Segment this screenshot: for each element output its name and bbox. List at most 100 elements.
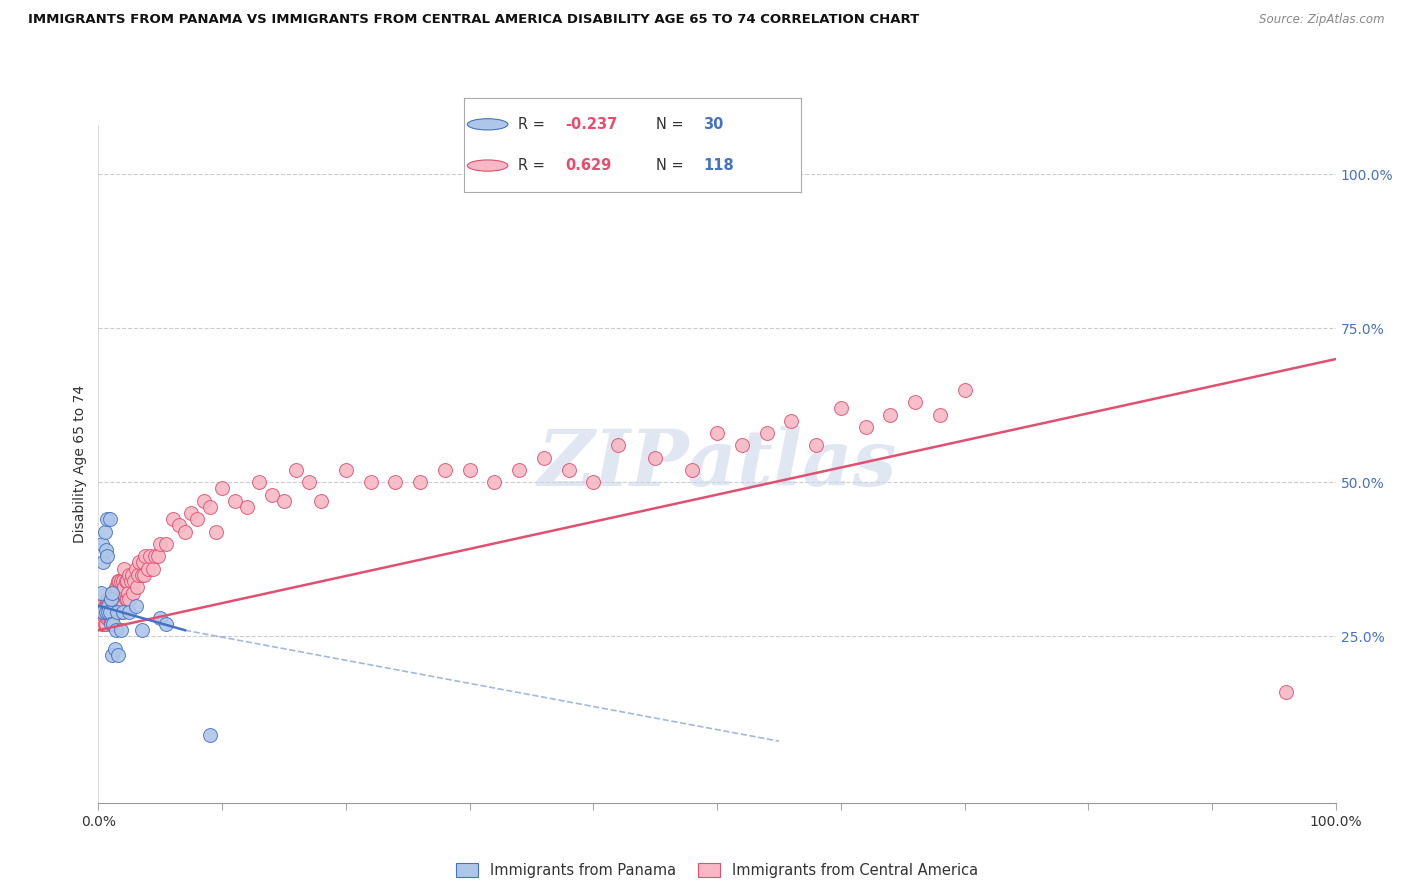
Text: 118: 118 xyxy=(703,158,734,173)
Point xyxy=(149,611,172,625)
Point xyxy=(143,549,166,564)
Point xyxy=(112,561,135,575)
Point xyxy=(103,592,125,607)
Legend: Immigrants from Panama, Immigrants from Central America: Immigrants from Panama, Immigrants from … xyxy=(450,857,984,884)
Point xyxy=(236,500,259,514)
Point xyxy=(104,605,127,619)
Point xyxy=(309,493,332,508)
Point xyxy=(124,574,146,588)
Point xyxy=(706,425,728,440)
Point xyxy=(127,567,149,582)
Point xyxy=(107,592,129,607)
Point xyxy=(122,586,145,600)
Point xyxy=(110,574,132,588)
Point xyxy=(360,475,382,490)
Point xyxy=(198,728,221,742)
Point xyxy=(90,605,112,619)
Point xyxy=(97,599,120,613)
Point xyxy=(93,599,115,613)
Text: R =: R = xyxy=(517,117,550,132)
Point xyxy=(285,463,308,477)
Point xyxy=(134,567,156,582)
Point xyxy=(211,482,233,496)
Point xyxy=(93,617,115,632)
Point xyxy=(97,611,120,625)
Point xyxy=(93,556,115,570)
Point xyxy=(115,592,138,607)
Point xyxy=(131,624,153,638)
Point xyxy=(93,605,115,619)
Point xyxy=(879,408,901,422)
Point xyxy=(118,605,141,619)
Point xyxy=(93,605,115,619)
Point xyxy=(96,599,118,613)
Point xyxy=(94,599,117,613)
Point xyxy=(180,506,202,520)
Point xyxy=(134,549,156,564)
Point xyxy=(110,592,132,607)
Point xyxy=(97,605,120,619)
Circle shape xyxy=(467,160,508,171)
Point xyxy=(101,599,124,613)
Point xyxy=(94,543,117,558)
Point xyxy=(91,599,114,613)
Point xyxy=(105,580,128,594)
Point xyxy=(107,574,129,588)
Point xyxy=(118,592,141,607)
Point xyxy=(96,611,118,625)
Point xyxy=(124,561,146,575)
Text: R =: R = xyxy=(517,158,554,173)
Point xyxy=(93,617,115,632)
Point xyxy=(731,438,754,452)
Point xyxy=(91,537,114,551)
Point xyxy=(100,617,122,632)
Point xyxy=(103,592,125,607)
Point xyxy=(93,524,115,539)
Point xyxy=(582,475,605,490)
Point xyxy=(96,592,118,607)
Point xyxy=(755,425,778,440)
Point xyxy=(105,605,128,619)
Point xyxy=(114,592,136,607)
Text: N =: N = xyxy=(657,158,689,173)
Point xyxy=(928,408,950,422)
Point xyxy=(132,556,155,570)
Point xyxy=(91,617,114,632)
Point xyxy=(110,624,132,638)
Point xyxy=(224,493,246,508)
Point xyxy=(108,592,131,607)
Point xyxy=(121,567,143,582)
Point xyxy=(155,617,177,632)
Point xyxy=(128,556,150,570)
Point xyxy=(98,605,121,619)
Text: IMMIGRANTS FROM PANAMA VS IMMIGRANTS FROM CENTRAL AMERICA DISABILITY AGE 65 TO 7: IMMIGRANTS FROM PANAMA VS IMMIGRANTS FRO… xyxy=(28,13,920,27)
Point xyxy=(111,586,134,600)
Point xyxy=(146,549,169,564)
Point xyxy=(105,592,128,607)
Point xyxy=(904,395,927,409)
Text: -0.237: -0.237 xyxy=(565,117,617,132)
Point xyxy=(112,574,135,588)
Text: ZIPatlas: ZIPatlas xyxy=(537,425,897,502)
Point xyxy=(855,420,877,434)
Point xyxy=(112,580,135,594)
Point xyxy=(108,574,131,588)
Point xyxy=(98,611,121,625)
Point xyxy=(607,438,630,452)
Point xyxy=(193,493,215,508)
Point xyxy=(103,605,125,619)
Point xyxy=(103,641,125,656)
Point xyxy=(125,580,148,594)
Point xyxy=(117,586,139,600)
Point xyxy=(247,475,270,490)
Point xyxy=(681,463,703,477)
Point xyxy=(100,592,122,607)
Point xyxy=(105,605,128,619)
Point xyxy=(186,512,208,526)
Point xyxy=(114,574,136,588)
Point xyxy=(103,586,125,600)
Point xyxy=(98,599,121,613)
Point xyxy=(94,605,117,619)
Point xyxy=(96,549,118,564)
Point xyxy=(124,599,146,613)
